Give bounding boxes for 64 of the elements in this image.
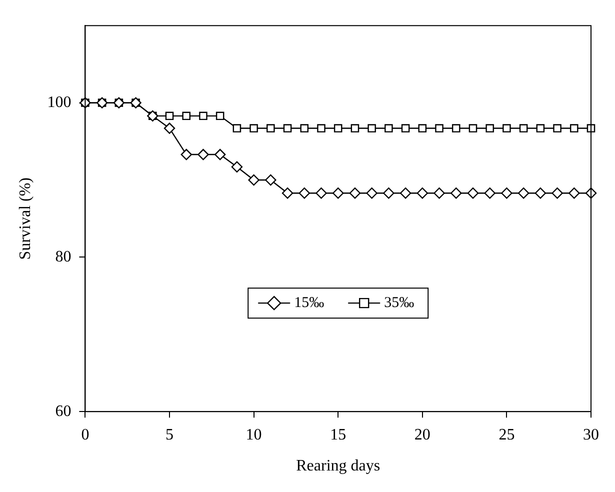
point bbox=[298, 188, 310, 199]
point bbox=[383, 188, 394, 199]
legend-label: 35‰ bbox=[384, 295, 414, 312]
y-axis-title: Survival (%) bbox=[16, 178, 34, 260]
point bbox=[366, 188, 378, 199]
x-tick-label: 25 bbox=[498, 426, 515, 444]
point bbox=[317, 124, 326, 132]
point bbox=[568, 188, 580, 199]
point bbox=[350, 124, 360, 132]
y-tick-label: 60 bbox=[55, 402, 72, 420]
point bbox=[452, 124, 460, 132]
point bbox=[501, 188, 512, 199]
x-tick-label: 10 bbox=[246, 426, 262, 444]
point bbox=[283, 124, 292, 132]
point bbox=[232, 124, 242, 132]
point bbox=[467, 188, 479, 199]
point bbox=[518, 188, 530, 199]
point bbox=[164, 122, 176, 134]
point bbox=[552, 188, 563, 199]
point bbox=[434, 188, 445, 199]
point bbox=[416, 188, 428, 199]
x-tick-label: 20 bbox=[414, 426, 430, 444]
point bbox=[334, 124, 342, 132]
point bbox=[401, 124, 410, 132]
point bbox=[250, 124, 258, 132]
point bbox=[519, 124, 528, 132]
point bbox=[534, 188, 546, 199]
point bbox=[332, 188, 344, 199]
point bbox=[450, 188, 462, 199]
point bbox=[368, 124, 376, 132]
point bbox=[300, 124, 309, 132]
point bbox=[265, 174, 276, 186]
point bbox=[282, 188, 294, 199]
legend-label: 15‰ bbox=[294, 295, 324, 312]
point bbox=[182, 112, 190, 120]
x-axis-title: Rearing days bbox=[296, 458, 380, 475]
point bbox=[570, 124, 578, 132]
point bbox=[198, 148, 209, 160]
x-tick-label: 0 bbox=[81, 426, 90, 444]
point bbox=[486, 124, 494, 132]
point bbox=[216, 112, 224, 120]
point bbox=[180, 148, 192, 160]
point bbox=[248, 174, 260, 186]
point bbox=[553, 124, 562, 132]
point bbox=[502, 124, 511, 132]
y-tick-label: 80 bbox=[55, 248, 72, 266]
point bbox=[384, 124, 393, 132]
point bbox=[468, 124, 478, 132]
point bbox=[199, 112, 208, 120]
point bbox=[400, 188, 412, 199]
point bbox=[349, 188, 361, 199]
x-tick-label: 15 bbox=[330, 426, 346, 444]
point bbox=[266, 124, 275, 132]
point bbox=[536, 124, 545, 132]
point bbox=[418, 124, 427, 132]
point bbox=[214, 148, 226, 160]
point bbox=[316, 188, 327, 199]
point bbox=[435, 124, 444, 132]
x-tick-label: 5 bbox=[166, 426, 174, 444]
y-tick-label: 100 bbox=[47, 94, 72, 112]
point bbox=[231, 161, 243, 172]
point bbox=[484, 188, 496, 199]
point bbox=[165, 112, 174, 120]
x-tick-label: 30 bbox=[583, 426, 599, 444]
